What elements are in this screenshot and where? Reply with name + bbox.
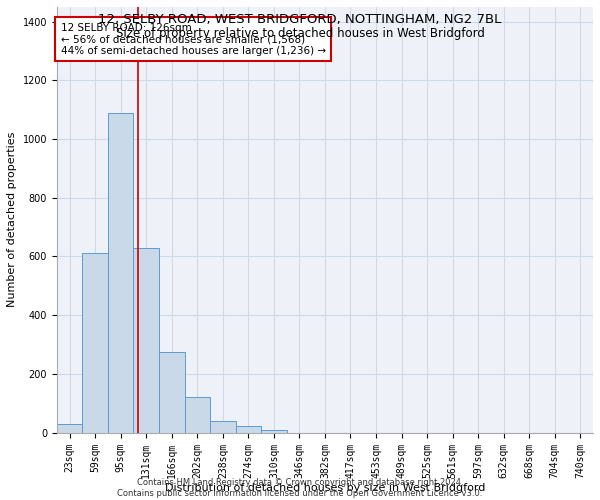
Bar [82, 254, 108, 432]
Bar [57, 424, 82, 432]
Bar [236, 426, 261, 432]
Bar [159, 352, 185, 432]
Bar [133, 248, 159, 432]
Bar [261, 430, 287, 432]
X-axis label: Distribution of detached houses by size in West Bridgford: Distribution of detached houses by size … [165, 483, 485, 493]
Bar [185, 398, 210, 432]
Text: 12, SELBY ROAD, WEST BRIDGFORD, NOTTINGHAM, NG2 7BL: 12, SELBY ROAD, WEST BRIDGFORD, NOTTINGH… [98, 12, 502, 26]
Text: 12 SELBY ROAD: 126sqm
← 56% of detached houses are smaller (1,568)
44% of semi-d: 12 SELBY ROAD: 126sqm ← 56% of detached … [61, 22, 326, 56]
Bar [210, 421, 236, 432]
Y-axis label: Number of detached properties: Number of detached properties [7, 132, 17, 308]
Text: Size of property relative to detached houses in West Bridgford: Size of property relative to detached ho… [116, 28, 484, 40]
Text: Contains HM Land Registry data © Crown copyright and database right 2024.
Contai: Contains HM Land Registry data © Crown c… [118, 478, 482, 498]
Bar [108, 112, 133, 432]
